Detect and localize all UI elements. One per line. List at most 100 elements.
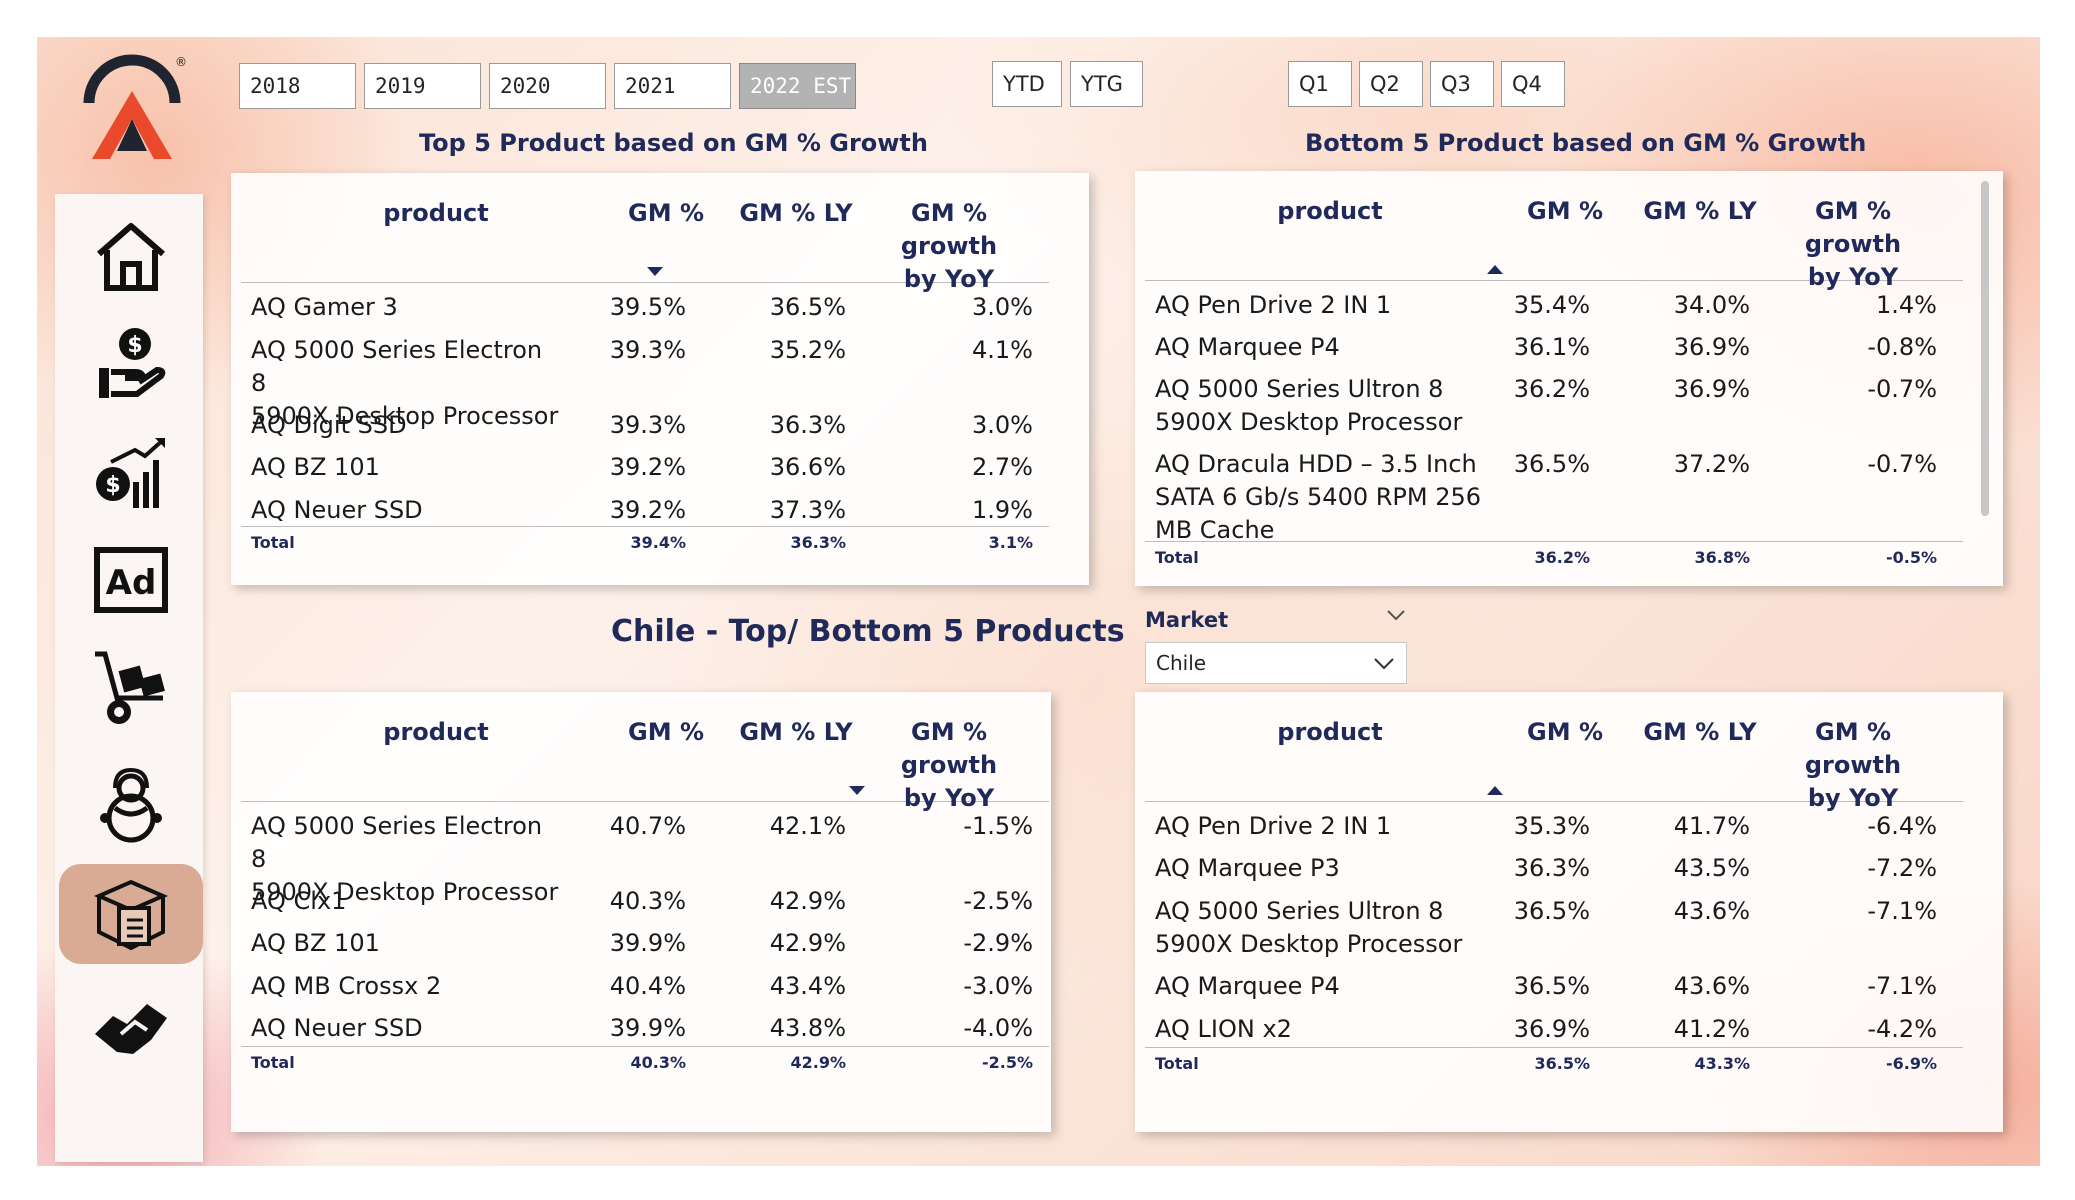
table-row[interactable]: AQ Neuer SSD 39.2% 37.3% 1.9% <box>241 486 1049 526</box>
gm-value: 39.3% <box>609 336 686 364</box>
gm-growth-value: 2.7% <box>972 453 1033 481</box>
table-row[interactable]: AQ 5000 Series Electron 8 5900X Desktop P… <box>241 326 1049 430</box>
product-name: AQ Marquee P4 <box>1155 331 1495 364</box>
svg-text:$: $ <box>127 333 142 358</box>
gm-growth-value: -3.0% <box>963 972 1033 1000</box>
gm-value: 36.2% <box>1513 375 1590 403</box>
year-2020-button[interactable]: 2020 <box>489 63 606 109</box>
col-gm[interactable]: GM % <box>1527 718 1603 746</box>
sort-ascending-icon[interactable] <box>1487 265 1503 274</box>
market-top5-table-card: product GM % GM % LY GM % growth by YoY A… <box>231 692 1051 1132</box>
product-box-icon <box>94 879 168 951</box>
product-line2: 5900X Desktop Processor <box>251 402 559 430</box>
ytd-button[interactable]: YTD <box>992 61 1062 107</box>
total-gm-ly: 36.3% <box>790 533 846 552</box>
col-product[interactable]: product <box>1277 197 1383 225</box>
table-row[interactable]: AQ Clx1 40.3% 42.9% -2.5% <box>241 877 1049 919</box>
q4-button[interactable]: Q4 <box>1501 61 1565 107</box>
col-product[interactable]: product <box>383 199 489 227</box>
nav-profit-analysis[interactable]: $ <box>59 422 203 522</box>
market-bottom5-table-card: product GM % GM % LY GM % growth by YoY A… <box>1135 692 2003 1132</box>
gm-value: 39.3% <box>609 411 686 439</box>
product-name: AQ 5000 Series Electron 8 5900X Desktop P… <box>251 810 561 909</box>
table-row[interactable]: AQ Pen Drive 2 IN 1 35.4% 34.0% 1.4% <box>1145 281 1963 323</box>
col-product[interactable]: product <box>383 718 489 746</box>
product-line1: AQ Clx1 <box>251 887 347 915</box>
nav-finance-summary[interactable]: $ <box>59 314 203 414</box>
table-row[interactable]: AQ 5000 Series Ultron 8 5900X Desktop Pro… <box>1145 365 1963 440</box>
nav-supply-chain[interactable] <box>59 638 203 738</box>
nav-marketing[interactable]: Ad <box>59 530 203 630</box>
year-2022-est-button[interactable]: 2022 EST <box>739 63 856 109</box>
gm-growth-value: -4.2% <box>1867 1015 1937 1043</box>
table-row[interactable]: AQ Dracula HDD – 3.5 Inch SATA 6 Gb/s 540… <box>1145 440 1963 544</box>
col-gm-ly[interactable]: GM % LY <box>739 199 853 227</box>
product-line1: AQ Gamer 3 <box>251 293 398 321</box>
q1-button[interactable]: Q1 <box>1288 61 1352 107</box>
col-gm-growth[interactable]: GM % growth by YoY <box>1763 195 1943 294</box>
year-2019-button[interactable]: 2019 <box>364 63 481 109</box>
col-gm-growth[interactable]: GM % growth by YoY <box>859 197 1039 296</box>
gm-value: 40.4% <box>609 972 686 1000</box>
col-product[interactable]: product <box>1277 718 1383 746</box>
gm-ly-value: 36.9% <box>1673 375 1750 403</box>
table-row[interactable]: AQ Marquee P3 36.3% 43.5% -7.2% <box>1145 844 1963 887</box>
col-gm[interactable]: GM % <box>1527 197 1603 225</box>
table-row[interactable]: AQ Digit SSD 39.3% 36.3% 3.0% <box>241 401 1049 443</box>
gm-value: 36.5% <box>1513 897 1590 925</box>
table-row[interactable]: AQ BZ 101 39.9% 42.9% -2.9% <box>241 919 1049 962</box>
sort-ascending-icon[interactable] <box>1487 786 1503 795</box>
ytg-button[interactable]: YTG <box>1070 61 1143 107</box>
table-row[interactable]: AQ Pen Drive 2 IN 1 35.3% 41.7% -6.4% <box>1145 802 1963 844</box>
total-label: Total <box>251 1053 295 1072</box>
table-row[interactable]: AQ 5000 Series Electron 8 5900X Desktop P… <box>241 802 1049 906</box>
gm-growth-value: -6.4% <box>1867 812 1937 840</box>
gm-growth-value: -7.2% <box>1867 854 1937 882</box>
product-line1: AQ Marquee P3 <box>1155 854 1340 882</box>
market-dropdown[interactable]: Chile <box>1145 642 1407 684</box>
sort-descending-icon[interactable] <box>849 786 865 795</box>
col-gm[interactable]: GM % <box>628 199 704 227</box>
col-gm-growth[interactable]: GM % growth by YoY <box>1763 716 1943 815</box>
nav-customer-support[interactable] <box>59 754 203 854</box>
table-row[interactable]: AQ MB Crossx 2 40.4% 43.4% -3.0% <box>241 962 1049 1004</box>
col-gm-growth-line1: GM % growth <box>1804 718 1902 779</box>
sort-descending-icon[interactable] <box>647 267 663 276</box>
product-line1: AQ Dracula HDD – 3.5 Inch <box>1155 450 1477 478</box>
table-row[interactable]: AQ Neuer SSD 39.9% 43.8% -4.0% <box>241 1004 1049 1046</box>
nav-partners[interactable] <box>59 974 203 1074</box>
col-gm-ly[interactable]: GM % LY <box>739 718 853 746</box>
year-2021-button[interactable]: 2021 <box>614 63 731 109</box>
nav-home[interactable] <box>59 206 203 306</box>
product-line3: MB Cache <box>1155 516 1275 544</box>
table-row[interactable]: AQ Gamer 3 39.5% 36.5% 3.0% <box>241 283 1049 326</box>
product-name: AQ 5000 Series Ultron 8 5900X Desktop Pro… <box>1155 373 1495 439</box>
gm-ly-value: 43.6% <box>1673 972 1750 1000</box>
table-row[interactable]: AQ Marquee P4 36.1% 36.9% -0.8% <box>1145 323 1963 365</box>
q2-button[interactable]: Q2 <box>1359 61 1423 107</box>
chevron-down-icon[interactable] <box>1384 603 1408 627</box>
table-scrollbar[interactable] <box>1981 181 1989 516</box>
col-gm-ly[interactable]: GM % LY <box>1643 718 1757 746</box>
col-gm-ly[interactable]: GM % LY <box>1643 197 1757 225</box>
table-row[interactable]: AQ LION x2 36.9% 41.2% -4.2% <box>1145 1005 1963 1047</box>
support-agent-icon <box>100 767 162 843</box>
table-row[interactable]: AQ Marquee P4 36.5% 43.6% -7.1% <box>1145 962 1963 1005</box>
gm-growth-value: 3.0% <box>972 293 1033 321</box>
table-row[interactable]: AQ 5000 Series Ultron 8 5900X Desktop Pro… <box>1145 887 1963 962</box>
table-row[interactable]: AQ BZ 101 39.2% 36.6% 2.7% <box>241 443 1049 486</box>
gm-value: 39.2% <box>609 453 686 481</box>
gm-growth-value: -0.8% <box>1867 333 1937 361</box>
gm-growth-value: -1.5% <box>963 812 1033 840</box>
col-gm[interactable]: GM % <box>628 718 704 746</box>
product-line1: AQ Digit SSD <box>251 411 407 439</box>
product-line1: AQ 5000 Series Ultron 8 <box>1155 897 1444 925</box>
registered-mark: ® <box>175 55 187 69</box>
q3-button[interactable]: Q3 <box>1430 61 1494 107</box>
supply-chain-icon <box>95 651 165 724</box>
col-gm-growth[interactable]: GM % growth by YoY <box>859 716 1039 815</box>
nav-product-analysis[interactable] <box>59 864 203 964</box>
gm-value: 39.5% <box>609 293 686 321</box>
table-total-row: Total 36.2% 36.8% -0.5% <box>1145 541 1963 585</box>
year-2018-button[interactable]: 2018 <box>239 63 356 109</box>
